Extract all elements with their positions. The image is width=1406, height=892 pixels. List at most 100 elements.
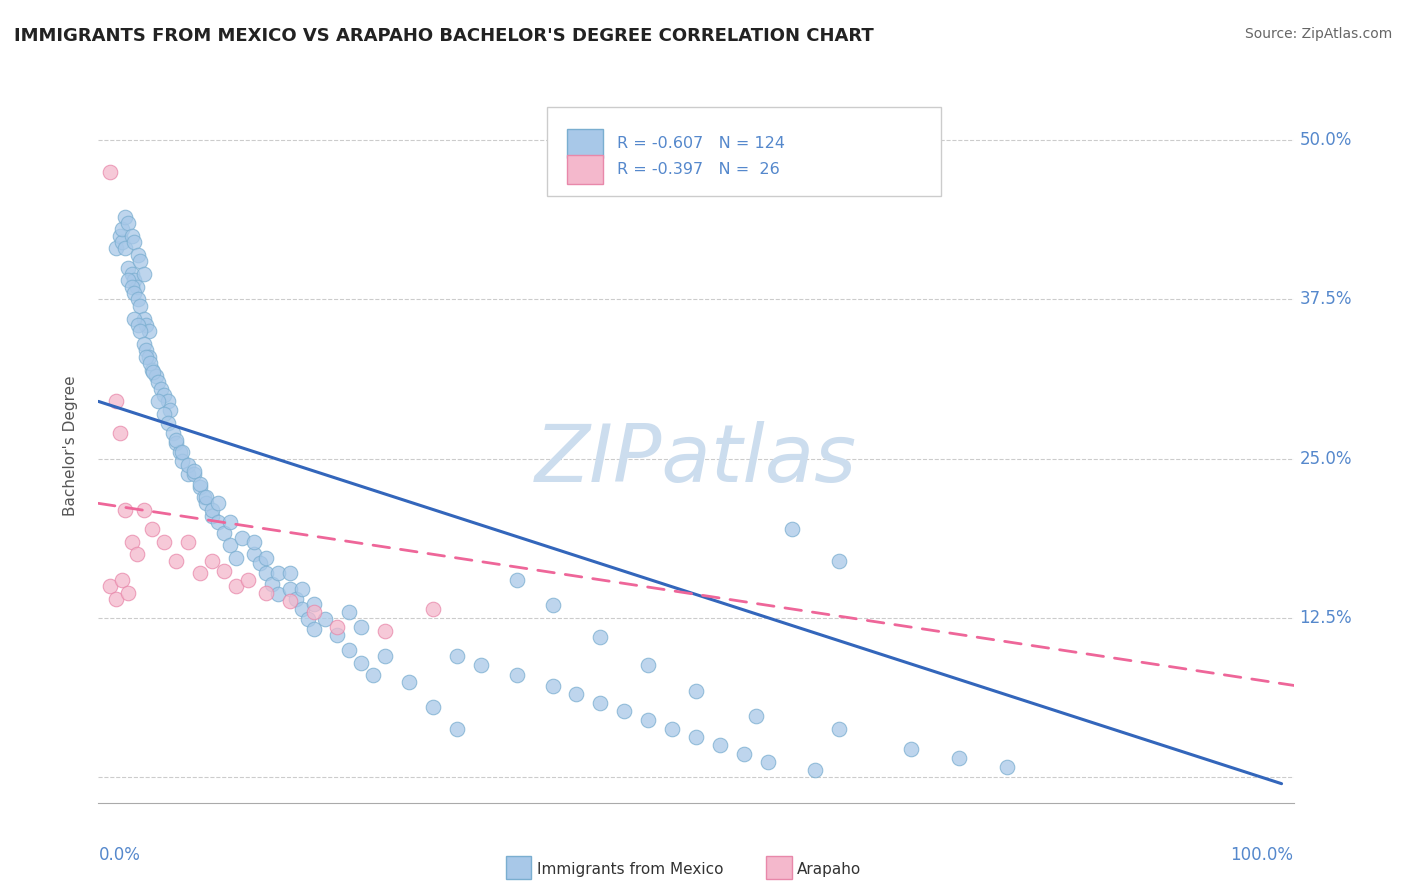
Point <box>172 454 194 468</box>
Point <box>225 551 247 566</box>
Point <box>733 747 755 762</box>
Point <box>165 554 187 568</box>
Point <box>260 576 283 591</box>
Point <box>193 490 215 504</box>
Point <box>446 649 468 664</box>
Point <box>267 566 290 581</box>
Point <box>188 477 211 491</box>
Point <box>363 668 385 682</box>
Text: Arapaho: Arapaho <box>797 863 862 877</box>
Point <box>326 627 349 641</box>
Point <box>141 362 163 376</box>
FancyBboxPatch shape <box>567 129 603 158</box>
Point <box>105 591 128 606</box>
Point <box>422 700 444 714</box>
Point <box>117 273 139 287</box>
Point <box>156 394 179 409</box>
Point <box>243 534 266 549</box>
Text: R = -0.607   N = 124: R = -0.607 N = 124 <box>617 136 785 151</box>
Point <box>284 591 307 606</box>
Point <box>165 433 187 447</box>
Point <box>129 324 152 338</box>
Point <box>374 649 396 664</box>
Point <box>302 605 325 619</box>
Point <box>177 467 200 481</box>
Point <box>188 480 211 494</box>
Text: 12.5%: 12.5% <box>1299 609 1353 627</box>
FancyBboxPatch shape <box>547 107 941 196</box>
Point <box>153 388 176 402</box>
Point <box>127 293 149 307</box>
Point <box>153 407 176 421</box>
Point <box>290 582 312 596</box>
Point <box>111 573 134 587</box>
Point <box>159 403 181 417</box>
Text: ZIPatlas: ZIPatlas <box>534 421 858 500</box>
Point <box>225 579 247 593</box>
Point <box>236 573 259 587</box>
Point <box>278 566 301 581</box>
Point <box>194 496 217 510</box>
Point <box>149 382 172 396</box>
Point <box>422 602 444 616</box>
Point <box>212 564 235 578</box>
Point <box>127 248 149 262</box>
Point <box>121 534 143 549</box>
Point <box>153 534 176 549</box>
Text: 50.0%: 50.0% <box>1299 131 1353 149</box>
Point <box>121 279 143 293</box>
Point <box>105 242 128 256</box>
Text: Immigrants from Mexico: Immigrants from Mexico <box>537 863 724 877</box>
Point <box>172 445 194 459</box>
Point <box>506 573 529 587</box>
Point <box>141 522 163 536</box>
Point <box>219 516 242 530</box>
Point <box>169 445 191 459</box>
Point <box>121 228 143 243</box>
Point <box>219 538 242 552</box>
Point <box>111 222 134 236</box>
Point <box>108 228 131 243</box>
Point <box>132 337 155 351</box>
Point <box>207 496 229 510</box>
Point <box>541 679 564 693</box>
Point <box>139 356 162 370</box>
Point <box>165 436 187 450</box>
Point <box>661 722 683 736</box>
Point <box>98 579 122 593</box>
Point <box>117 585 139 599</box>
Point <box>637 713 659 727</box>
Point <box>613 704 636 718</box>
Text: 0.0%: 0.0% <box>98 846 141 863</box>
Point <box>156 416 179 430</box>
Point <box>177 534 200 549</box>
Point <box>114 502 136 516</box>
Point <box>124 311 146 326</box>
Point <box>188 566 211 581</box>
Point <box>111 235 134 249</box>
Point <box>506 668 529 682</box>
Point <box>685 683 707 698</box>
Point <box>290 602 312 616</box>
Point <box>162 426 184 441</box>
Point <box>541 599 564 613</box>
Point <box>125 547 148 561</box>
Point <box>278 594 301 608</box>
Text: 25.0%: 25.0% <box>1299 450 1353 467</box>
Point <box>124 273 146 287</box>
Point <box>183 465 205 479</box>
Point <box>745 709 768 723</box>
Point <box>201 554 224 568</box>
Point <box>302 623 325 637</box>
Point <box>132 502 155 516</box>
Point <box>637 658 659 673</box>
Y-axis label: Bachelor's Degree: Bachelor's Degree <box>63 376 77 516</box>
Point <box>98 165 122 179</box>
Point <box>201 509 224 524</box>
Point <box>183 467 205 481</box>
Point <box>685 730 707 744</box>
Point <box>145 368 167 383</box>
Point <box>470 658 492 673</box>
Point <box>108 426 131 441</box>
Point <box>125 279 148 293</box>
